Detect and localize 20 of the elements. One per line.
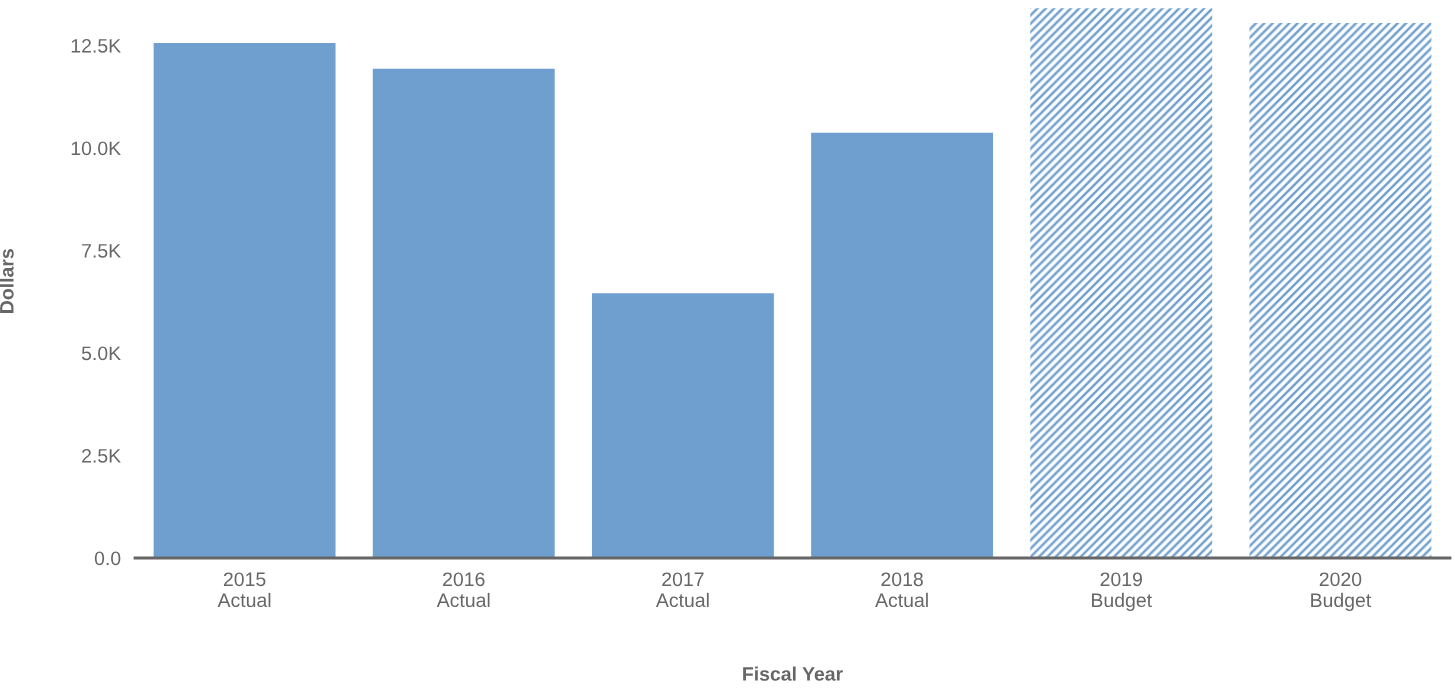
x-tick-label: 2019 Budget <box>1092 572 1152 611</box>
bar <box>591 293 774 558</box>
y-tick-label: 2.5K <box>82 448 121 463</box>
x-tick-label: 2018 Actual <box>875 572 928 608</box>
bar <box>372 68 555 558</box>
x-tick-label: 2020 Budget <box>1311 572 1372 611</box>
x-axis-title: Fiscal Year <box>743 666 843 681</box>
y-tick-label: 10.0K <box>71 141 121 156</box>
bar <box>1249 22 1432 558</box>
y-tick-label: 0.0 <box>94 551 121 566</box>
x-tick-label: 2015 Actual <box>217 572 271 608</box>
bar <box>153 43 336 558</box>
y-tick-label: 5.0K <box>81 346 121 361</box>
y-axis-title: Dollars <box>0 249 14 313</box>
bar <box>1030 8 1213 558</box>
x-tick-label: 2017 Actual <box>655 572 709 608</box>
y-tick-label: 12.5K <box>71 38 121 53</box>
y-tick-label: 7.5K <box>82 244 121 258</box>
x-tick-label: 2016 Actual <box>436 572 490 608</box>
bar <box>811 132 994 558</box>
